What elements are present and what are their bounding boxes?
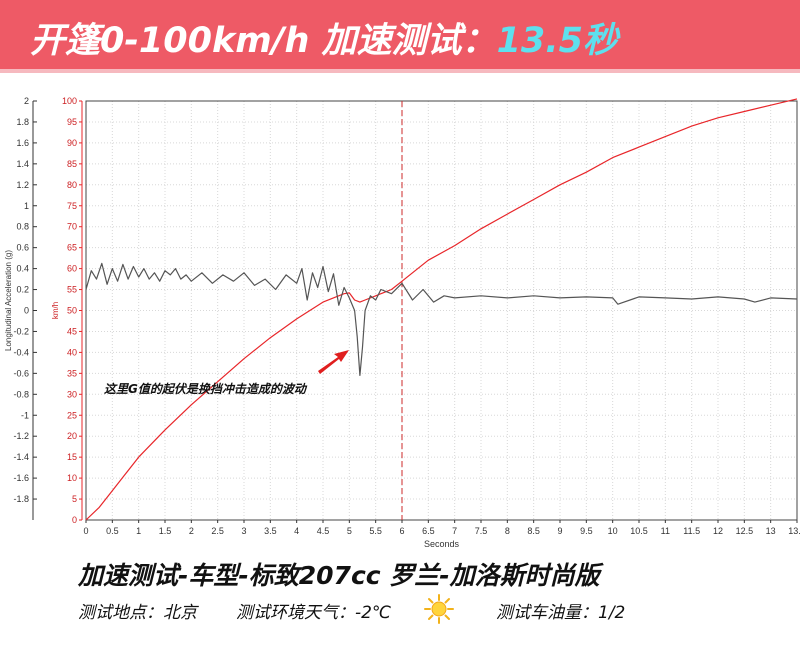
x-axis-tick-label: 6.5 — [422, 526, 435, 536]
left-axis-tick-label: -0.4 — [13, 347, 29, 357]
speed-axis-tick-label: 40 — [67, 347, 77, 357]
annotation-text: 这里G值的起伏是换挡冲击造成的波动 — [104, 382, 308, 396]
acceleration-series-line — [85, 262, 798, 376]
x-axis-tick-label: 6 — [399, 526, 404, 536]
x-axis-tick-label: 1 — [136, 526, 141, 536]
speed-axis-tick-label: 75 — [67, 201, 77, 211]
left-axis-tick-label: 1.8 — [16, 117, 29, 127]
sun-icon — [424, 594, 454, 624]
speed-axis-tick-label: 80 — [67, 180, 77, 190]
x-axis-tick-label: 2.5 — [211, 526, 224, 536]
x-axis-tick-label: 5 — [347, 526, 352, 536]
x-axis-tick-label: 10.5 — [630, 526, 648, 536]
x-axis-tick-label: 5.5 — [369, 526, 382, 536]
header-banner: 开篷0-100km/h 加速测试：13.5秒 — [0, 0, 800, 73]
left-axis-tick-label: -1.4 — [13, 452, 29, 462]
x-axis-tick-label: 10 — [608, 526, 618, 536]
x-axis-tick-label: 13.5 — [788, 526, 800, 536]
speed-axis-tick-label: 5 — [72, 494, 77, 504]
x-axis-tick-label: 13 — [766, 526, 776, 536]
fuel-level: 测试车油量：1/2 — [496, 603, 626, 623]
car-model-title: 加速测试-车型-标致207cc 罗兰-加洛斯时尚版 — [78, 561, 600, 590]
left-axis-tick-label: 0.2 — [16, 285, 29, 295]
speed-axis-tick-label: 35 — [67, 368, 77, 378]
x-axis-tick-label: 7.5 — [475, 526, 488, 536]
x-axis-tick-label: 11 — [661, 526, 670, 536]
speed-axis-tick-label: 90 — [67, 138, 77, 148]
speed-axis-tick-label: 65 — [67, 243, 77, 253]
left-axis-tick-label: -0.6 — [13, 368, 29, 378]
speed-axis-tick-label: 0 — [72, 515, 77, 525]
left-axis-tick-label: -1.6 — [13, 473, 29, 483]
x-axis-tick-label: 8.5 — [527, 526, 540, 536]
acceleration-chart: 2 1.8 1.6 1.4 1.2 1 0.8 0.6 0.4 0.2 0 -0.2 -0.4 -0.6 -… — [4, 96, 800, 549]
speed-axis-tick-label: 45 — [67, 326, 77, 336]
speed-axis-tick-label: 70 — [67, 222, 77, 232]
x-axis-tick-label: 11.5 — [683, 526, 700, 536]
speed-axis-tick-label: 15 — [67, 452, 77, 462]
left-axis-tick-label: 1 — [24, 201, 29, 211]
plot-area — [86, 101, 797, 520]
speed-axis-tick-label: 60 — [67, 264, 77, 274]
x-axis-tick-label: 7 — [452, 526, 457, 536]
speed-axis-tick-label: 20 — [67, 431, 77, 441]
speed-axis-tick-label: 10 — [67, 473, 77, 483]
speed-axis-tick-label: 95 — [67, 117, 77, 127]
x-axis-tick-label: 9.5 — [580, 526, 593, 536]
speed-axis-tick-label: 25 — [67, 410, 77, 420]
left-axis-tick-label: -1.2 — [13, 431, 29, 441]
x-axis-tick-label: 8 — [505, 526, 510, 536]
test-weather: 测试环境天气：-2℃ — [236, 603, 392, 623]
x-axis-tick-label: 9 — [557, 526, 562, 536]
left-axis-tick-label: -0.8 — [13, 389, 29, 399]
result-time: 13.5秒 — [496, 21, 618, 61]
left-axis-tick-label: 0.8 — [16, 222, 29, 232]
x-axis-tick-label: 3.5 — [264, 526, 277, 536]
left-axis-tick-label: 1.4 — [16, 159, 29, 169]
x-axis-tick-label: 2 — [189, 526, 194, 536]
left-axis-tick-label: 2 — [24, 96, 29, 106]
speed-axis-label: km/h — [51, 302, 60, 319]
test-location: 测试地点：北京 — [78, 603, 197, 623]
x-axis-tick-label: 4 — [294, 526, 299, 536]
x-axis-tick-label: 0 — [83, 526, 88, 536]
speed-axis-tick-label: 55 — [67, 285, 77, 295]
x-axis-tick-label: 3 — [241, 526, 246, 536]
speed-series-line — [85, 98, 798, 521]
left-axis-label: Longitudinal Acceleration (g) — [4, 250, 13, 351]
x-axis-label: Seconds — [424, 539, 460, 549]
speed-axis-tick-label: 50 — [67, 306, 77, 316]
left-axis-tick-label: -1.8 — [13, 494, 29, 504]
speed-axis-tick-label: 30 — [67, 389, 77, 399]
page-title: 开篷0-100km/h 加速测试：13.5秒 — [30, 12, 618, 63]
left-axis-tick-label: 1.6 — [16, 138, 29, 148]
left-axis-tick-label: -0.2 — [13, 326, 29, 336]
x-axis-tick-label: 12.5 — [736, 526, 754, 536]
x-axis-tick-label: 1.5 — [159, 526, 172, 536]
speed-axis-tick-label: 85 — [67, 159, 77, 169]
plot-frame — [85, 100, 798, 521]
left-axis-tick-label: -1 — [21, 410, 29, 420]
x-axis-tick-label: 12 — [713, 526, 723, 536]
left-axis-tick-label: 0 — [24, 306, 29, 316]
left-axis-tick-label: 0.4 — [16, 264, 29, 274]
left-axis-tick-label: 1.2 — [16, 180, 29, 190]
x-axis-tick-label: 0.5 — [106, 526, 119, 536]
title-text: 开篷0-100km/h 加速测试： — [30, 21, 497, 61]
x-axis-tick-label: 4.5 — [317, 526, 330, 536]
speed-axis-tick-label: 100 — [62, 96, 77, 106]
annotation-arrow — [318, 350, 349, 374]
left-axis-tick-label: 0.6 — [16, 243, 29, 253]
